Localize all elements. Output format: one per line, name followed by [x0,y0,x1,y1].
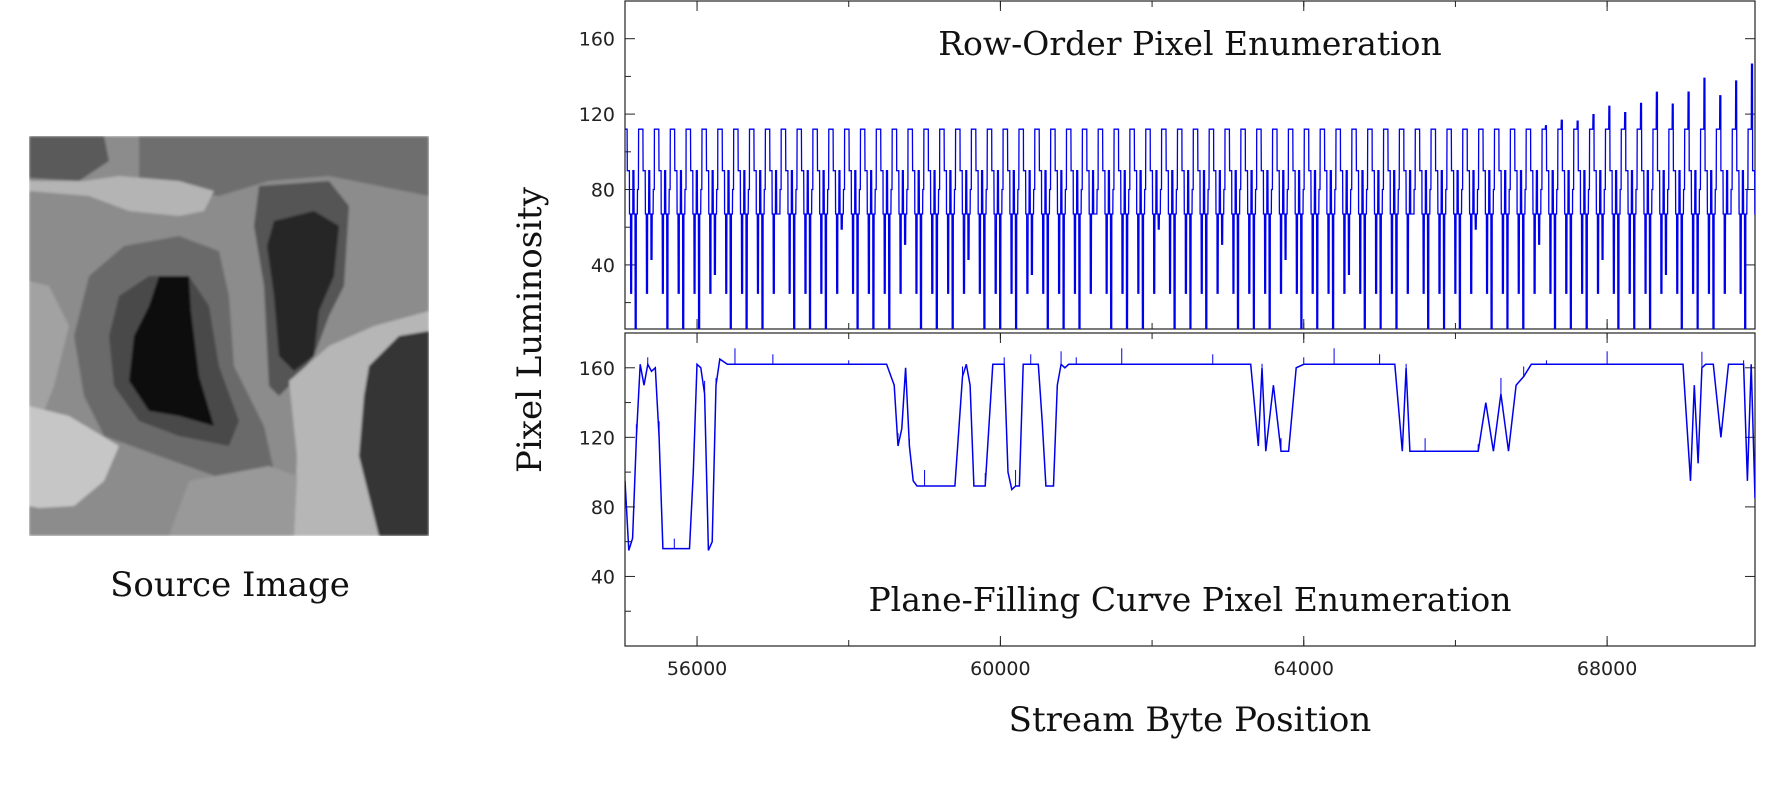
top-series-line [625,63,1755,329]
x-tick-label: 68000 [1577,658,1637,680]
x-tick-label: 60000 [970,658,1030,680]
y-tick-label: 80 [591,180,615,202]
x-tick-label: 64000 [1274,658,1334,680]
y-tick-label: 160 [579,358,615,380]
y-tick-label: 40 [591,255,615,277]
y-tick-label: 120 [579,104,615,126]
y-tick-label: 160 [579,29,615,51]
top-panel-title: Row-Order Pixel Enumeration [938,24,1442,63]
source-image [29,136,429,536]
y-tick-label: 120 [579,427,615,449]
y-axis-label: Pixel Luminosity [510,187,550,473]
bottom-series-line [625,357,1755,551]
x-axis-label: Stream Byte Position [1008,700,1372,740]
y-tick-label: 80 [591,497,615,519]
source-image-caption: Source Image [110,565,350,605]
x-tick-label: 56000 [667,658,727,680]
y-tick-label: 40 [591,566,615,588]
bottom-panel-title: Plane-Filling Curve Pixel Enumeration [868,580,1512,619]
